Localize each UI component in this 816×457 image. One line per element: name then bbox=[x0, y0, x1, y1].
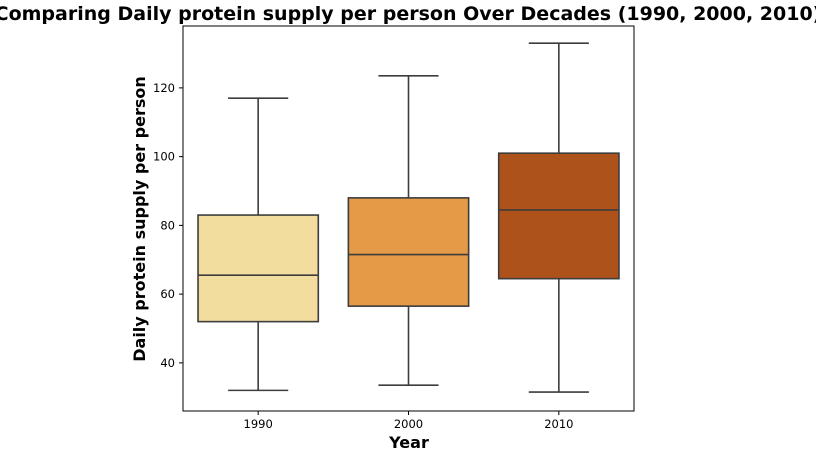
y-tick-label: 120 bbox=[153, 81, 175, 95]
box-group-2010 bbox=[497, 42, 620, 393]
y-tick-label: 60 bbox=[160, 287, 175, 301]
x-tick-label: 1990 bbox=[244, 417, 273, 431]
x-axis: 1990 2000 2010 bbox=[244, 411, 573, 431]
box-1990 bbox=[197, 214, 320, 323]
y-axis-label: Daily protein supply per person bbox=[130, 76, 149, 362]
box-group-2000 bbox=[347, 75, 470, 387]
chart-title: Comparing Daily protein supply per perso… bbox=[0, 3, 816, 25]
y-axis: 40 60 80 100 120 bbox=[153, 81, 183, 370]
box-2000 bbox=[347, 197, 470, 307]
box-group-1990 bbox=[197, 97, 320, 392]
x-tick-label: 2010 bbox=[544, 417, 573, 431]
box-2010 bbox=[497, 152, 620, 280]
x-tick-label: 2000 bbox=[394, 417, 423, 431]
y-tick-label: 40 bbox=[160, 356, 175, 370]
y-tick-label: 80 bbox=[160, 218, 175, 232]
x-axis-label: Year bbox=[388, 433, 429, 452]
y-tick-label: 100 bbox=[153, 150, 175, 164]
boxes-layer bbox=[197, 42, 620, 393]
